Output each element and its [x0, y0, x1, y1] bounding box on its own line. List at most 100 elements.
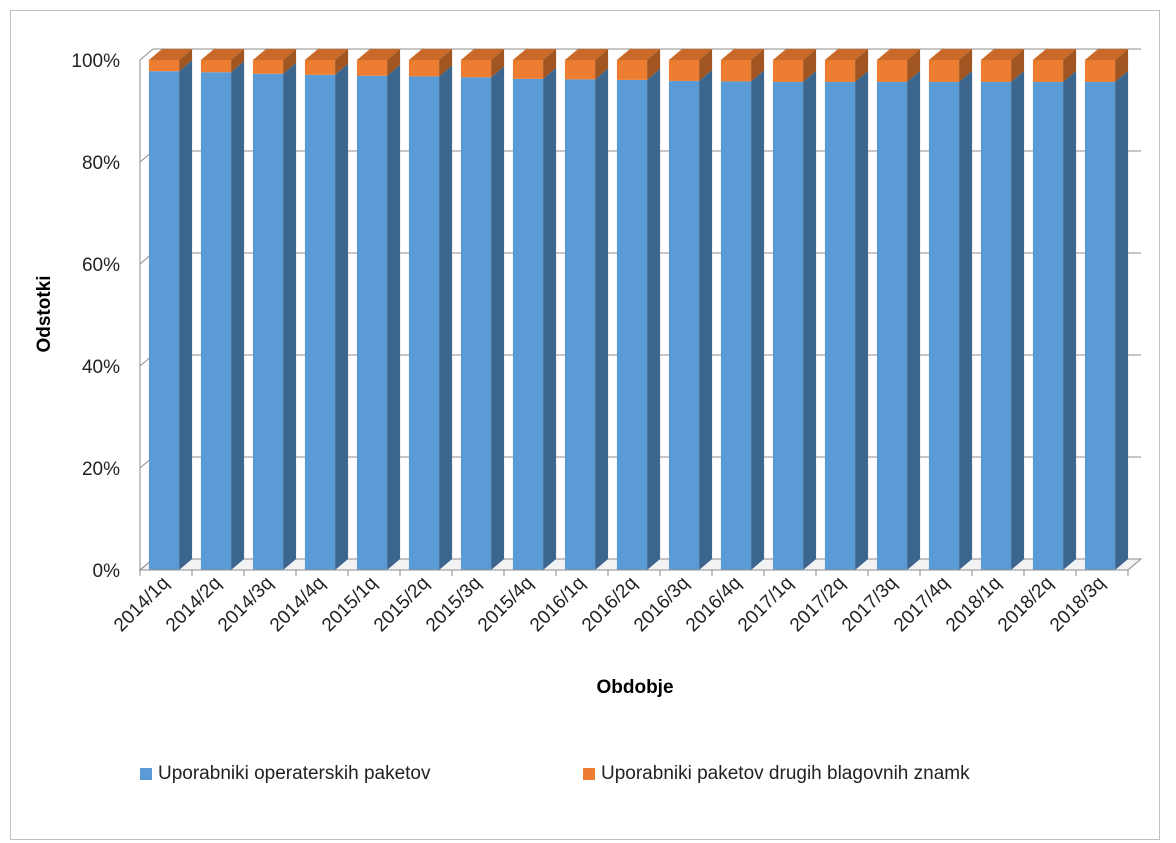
- bar-operator: [252, 73, 284, 571]
- bar-other-brands: [408, 60, 440, 77]
- bar-other-brands-top: [356, 49, 401, 60]
- bar-operator: [720, 81, 752, 571]
- bar-operator-side: [959, 70, 973, 571]
- bar-other-brands: [772, 60, 804, 82]
- x-tick-label: 2015/3q: [422, 573, 485, 636]
- x-tick-label: 2018/1q: [942, 573, 1005, 636]
- bar-operator: [512, 78, 544, 571]
- x-tick-label: 2015/4q: [474, 573, 537, 636]
- bar-operator: [148, 71, 180, 570]
- bar-other-brands-top: [512, 49, 557, 60]
- bar-operator-side: [335, 63, 349, 570]
- bar-other-brands-top: [200, 49, 245, 60]
- legend-label-other-brands: Uporabniki paketov drugih blagovnih znam…: [601, 763, 970, 784]
- bar-other-brands-side: [283, 49, 297, 74]
- bar-other-brands-side: [1115, 49, 1129, 82]
- bar-operator: [200, 72, 232, 571]
- bar-other-brands-top: [564, 49, 609, 60]
- bar-other-brands-top: [304, 49, 349, 60]
- bar-other-brands: [304, 60, 336, 75]
- bar-other-brands-side: [231, 49, 245, 73]
- x-tick-label: 2017/4q: [890, 573, 953, 636]
- x-tick-label: 2014/1q: [110, 573, 173, 636]
- bar-operator-side: [751, 70, 765, 571]
- x-tick-label: 2016/2q: [578, 573, 641, 636]
- bar-operator: [1084, 81, 1116, 571]
- bar-operator-side: [803, 70, 817, 571]
- bar-other-brands: [200, 60, 232, 73]
- bar-other-brands-side: [491, 49, 505, 78]
- bar-other-brands: [512, 60, 544, 79]
- bar-operator: [1032, 81, 1064, 571]
- bar-operator: [356, 75, 388, 570]
- bar-operator-side: [647, 68, 661, 570]
- bar-operator: [772, 81, 804, 571]
- bar-other-brands: [1032, 60, 1064, 82]
- x-tick-label: 2015/1q: [318, 573, 381, 636]
- x-tick-label: 2014/2q: [162, 573, 225, 636]
- bar-operator: [304, 74, 336, 570]
- bar-operator: [824, 81, 856, 571]
- bar-other-brands-top: [720, 49, 765, 60]
- bar-other-brands: [616, 60, 648, 80]
- bar-other-brands-top: [980, 49, 1025, 60]
- bar-operator-side: [855, 70, 869, 571]
- bar-other-brands-side: [543, 49, 557, 79]
- bar-other-brands-side: [647, 49, 661, 80]
- bar-other-brands-top: [824, 49, 869, 60]
- bar-operator-side: [907, 70, 921, 571]
- bar-operator: [980, 81, 1012, 571]
- y-tick-label: 80%: [82, 153, 120, 174]
- bar-operator: [928, 81, 960, 571]
- bar-other-brands-side: [855, 49, 869, 82]
- legend-swatch-other-brands: [583, 768, 595, 780]
- y-tick-label: 20%: [82, 459, 120, 480]
- bar-operator-side: [439, 65, 453, 570]
- bar-other-brands-side: [439, 49, 453, 77]
- bar-other-brands-side: [1063, 49, 1077, 82]
- x-tick-label: 2018/2q: [994, 573, 1057, 636]
- bar-other-brands-side: [179, 49, 193, 72]
- x-tick-label: 2016/1q: [526, 573, 589, 636]
- bar-other-brands-top: [876, 49, 921, 60]
- y-tick-label: 100%: [71, 51, 120, 72]
- bar-other-brands-side: [907, 49, 921, 82]
- bar-other-brands: [252, 60, 284, 74]
- y-axis-title: Odstotki: [34, 275, 55, 352]
- bar-operator-side: [1063, 70, 1077, 571]
- bar-other-brands-side: [335, 49, 349, 75]
- legend-label-operator: Uporabniki operaterskih paketov: [158, 763, 431, 784]
- legend-swatch-operator: [140, 768, 152, 780]
- bar-other-brands: [668, 60, 700, 81]
- bar-other-brands: [148, 60, 180, 72]
- gridline-side: [139, 48, 154, 61]
- bar-other-brands: [876, 60, 908, 82]
- bar-other-brands-top: [1084, 49, 1129, 60]
- bar-operator: [564, 79, 596, 570]
- bar-other-brands: [928, 60, 960, 82]
- bar-operator-side: [1011, 70, 1025, 571]
- x-tick-label: 2016/4q: [682, 573, 745, 636]
- bar-other-brands-side: [751, 49, 765, 82]
- legend-item-operator: Uporabniki operaterskih paketov: [140, 763, 431, 785]
- y-tick-label: 40%: [82, 357, 120, 378]
- bar-other-brands: [356, 60, 388, 76]
- y-tick-label: 60%: [82, 255, 120, 276]
- bar-operator-side: [387, 64, 401, 570]
- bar-operator: [408, 76, 440, 570]
- x-tick-label: 2015/2q: [370, 573, 433, 636]
- x-tick-label: 2017/3q: [838, 573, 901, 636]
- bar-other-brands-side: [387, 49, 401, 76]
- bar-other-brands-top: [928, 49, 973, 60]
- bar-other-brands-top: [616, 49, 661, 60]
- bar-operator-side: [699, 69, 713, 570]
- bar-operator-side: [231, 61, 245, 571]
- bar-other-brands-side: [699, 49, 713, 81]
- bar-other-brands-side: [595, 49, 609, 80]
- y-tick-label: 0%: [93, 561, 121, 582]
- bar-other-brands-side: [1011, 49, 1025, 82]
- bar-other-brands-top: [148, 49, 193, 60]
- bar-operator-side: [543, 67, 557, 571]
- bar-operator-side: [179, 60, 193, 570]
